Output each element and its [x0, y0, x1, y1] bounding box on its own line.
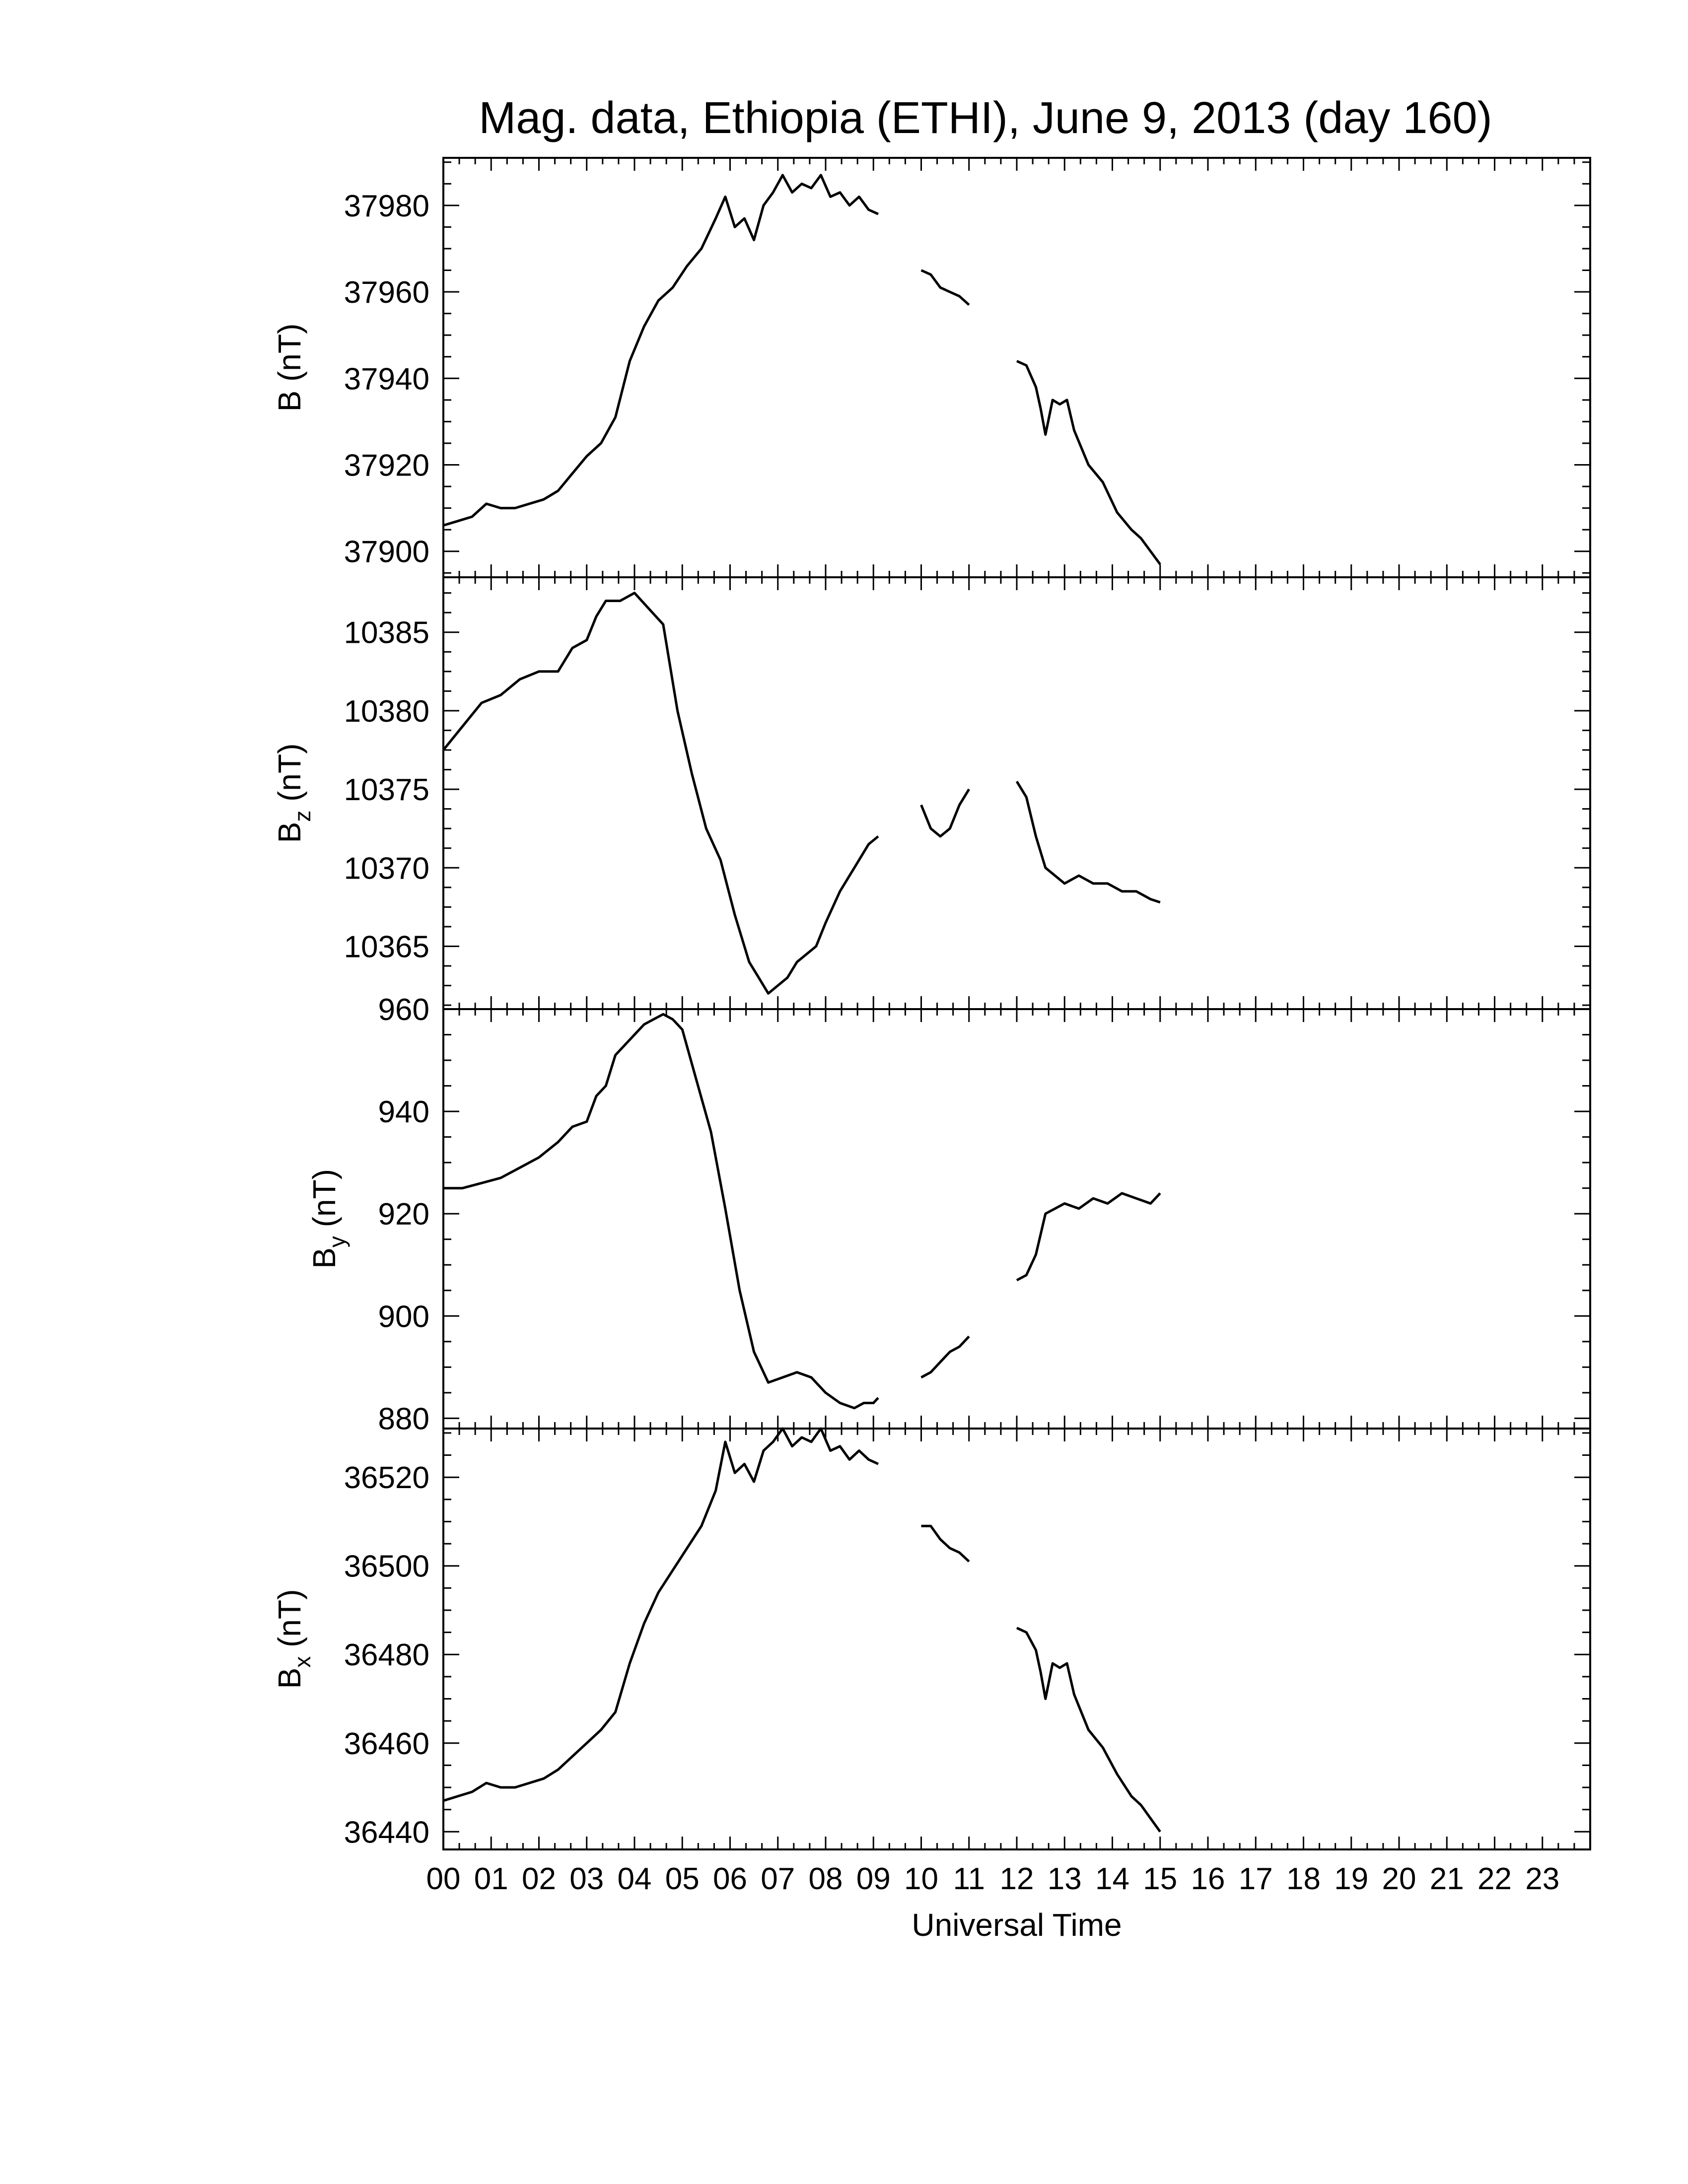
y-tick-label: 37960	[344, 275, 429, 310]
y-axis-title-unit: (nT)	[272, 1589, 307, 1656]
y-axis-title: B (nT)	[272, 324, 307, 412]
x-tick-label: 15	[1143, 1862, 1177, 1896]
x-tick-label: 18	[1286, 1862, 1321, 1896]
series-Bz-segment-2	[920, 788, 970, 838]
x-tick-label: 03	[569, 1862, 604, 1896]
y-axis-title-subscript: x	[289, 1656, 315, 1668]
series-By-segment-3	[1016, 1192, 1161, 1282]
x-tick-label: 01	[474, 1862, 508, 1896]
chart-title: Mag. data, Ethiopia (ETHI), June 9, 2013…	[479, 93, 1492, 143]
y-axis-title-unit: (nT)	[272, 744, 307, 811]
x-tick-label: 06	[713, 1862, 747, 1896]
panel-Bx: 36440 36460 36480 36500 36520 Bx (nT)	[272, 1427, 1591, 1850]
y-tick-label: 10370	[344, 851, 429, 886]
y-tick-label: 37900	[344, 535, 429, 569]
y-axis-title-unit: (nT)	[272, 324, 307, 391]
series-Bz-segment-3	[1015, 780, 1161, 904]
x-tick-label: 23	[1525, 1862, 1559, 1896]
x-tick-label: 11	[953, 1862, 985, 1896]
y-tick-label: 940	[378, 1095, 429, 1129]
x-tick-label: 07	[761, 1862, 795, 1896]
panel-frame	[442, 576, 1591, 1010]
x-axis-tick-labels: 00 01 02 03 04 05 06 07 08 09 10 11 12 13 14 15 16 17 18 19…	[426, 1862, 1560, 1896]
series-B-segment-2	[920, 269, 970, 306]
y-tick-label: 36500	[344, 1550, 429, 1584]
y-tick-label: 10380	[344, 694, 429, 729]
y-tick-label: 36480	[344, 1638, 429, 1672]
x-tick-label: 17	[1239, 1862, 1273, 1896]
x-tick-label: 16	[1191, 1862, 1225, 1896]
panel-Bz: 10365 10370 10375 10380 10385 Bz (nT)	[272, 576, 1591, 1010]
y-tick-label: 10385	[344, 616, 429, 650]
panel-By: 880 900 920 940 960 By (nT)	[306, 993, 1591, 1436]
x-tick-label: 14	[1095, 1862, 1129, 1896]
y-tick-label: 36520	[344, 1461, 429, 1495]
y-tick-label: 10365	[344, 930, 429, 964]
y-tick-label: 37920	[344, 449, 429, 483]
panel-frame	[442, 1008, 1591, 1430]
x-tick-label: 10	[904, 1862, 938, 1896]
series-B-segment-1	[443, 174, 879, 527]
y-axis-title-main: B	[306, 1247, 342, 1269]
x-tick-label: 20	[1382, 1862, 1416, 1896]
x-tick-label: 12	[1000, 1862, 1034, 1896]
x-tick-label: 21	[1430, 1862, 1464, 1896]
x-tick-label: 00	[426, 1862, 461, 1896]
y-tick-label: 960	[378, 993, 429, 1027]
panel-frame	[442, 157, 1591, 578]
y-tick-label: 37940	[344, 362, 429, 396]
y-axis-title-main: B	[272, 822, 307, 843]
y-axis-title: Bx (nT)	[272, 1589, 315, 1689]
y-axis-title-main: B	[272, 391, 307, 412]
series-Bx-segment-1	[443, 1427, 879, 1802]
series-Bx-segment-3	[1016, 1627, 1161, 1833]
panel-B: 37900 37920 37940 37960 37980 B (nT)	[272, 157, 1591, 578]
panel-frame	[442, 1428, 1591, 1850]
y-tick-label: 920	[378, 1197, 429, 1231]
series-Bx-segment-2	[921, 1524, 970, 1563]
y-tick-label: 900	[378, 1299, 429, 1334]
y-axis-title-subscript: z	[289, 811, 315, 822]
x-tick-label: 19	[1334, 1862, 1368, 1896]
y-axis-title-main: B	[272, 1668, 307, 1689]
x-tick-label: 05	[665, 1862, 700, 1896]
series-Bz-segment-1	[442, 592, 879, 995]
y-tick-label: 37980	[344, 189, 429, 223]
panel-stack: 37900 37920 37940 37960 37980 B (nT) 10365 1037…	[272, 157, 1591, 1850]
x-tick-label: 22	[1477, 1862, 1512, 1896]
series-By-segment-2	[920, 1335, 970, 1379]
y-axis-title-unit: (nT)	[306, 1169, 342, 1236]
series-B-segment-3	[1016, 360, 1161, 565]
x-tick-label: 08	[809, 1862, 843, 1896]
y-axis-title-subscript: y	[324, 1236, 350, 1247]
y-axis-title: Bz (nT)	[272, 744, 315, 843]
x-tick-label: 13	[1048, 1862, 1082, 1896]
y-tick-label: 36440	[344, 1815, 429, 1849]
y-tick-label: 10375	[344, 773, 429, 807]
y-tick-label: 36460	[344, 1727, 429, 1761]
y-axis-title: By (nT)	[306, 1169, 350, 1269]
x-tick-label: 04	[618, 1862, 652, 1896]
y-tick-label: 880	[378, 1402, 429, 1436]
x-tick-label: 09	[856, 1862, 891, 1896]
series-By-segment-1	[443, 1013, 879, 1410]
x-axis-title: Universal Time	[912, 1907, 1122, 1943]
x-tick-label: 02	[522, 1862, 556, 1896]
